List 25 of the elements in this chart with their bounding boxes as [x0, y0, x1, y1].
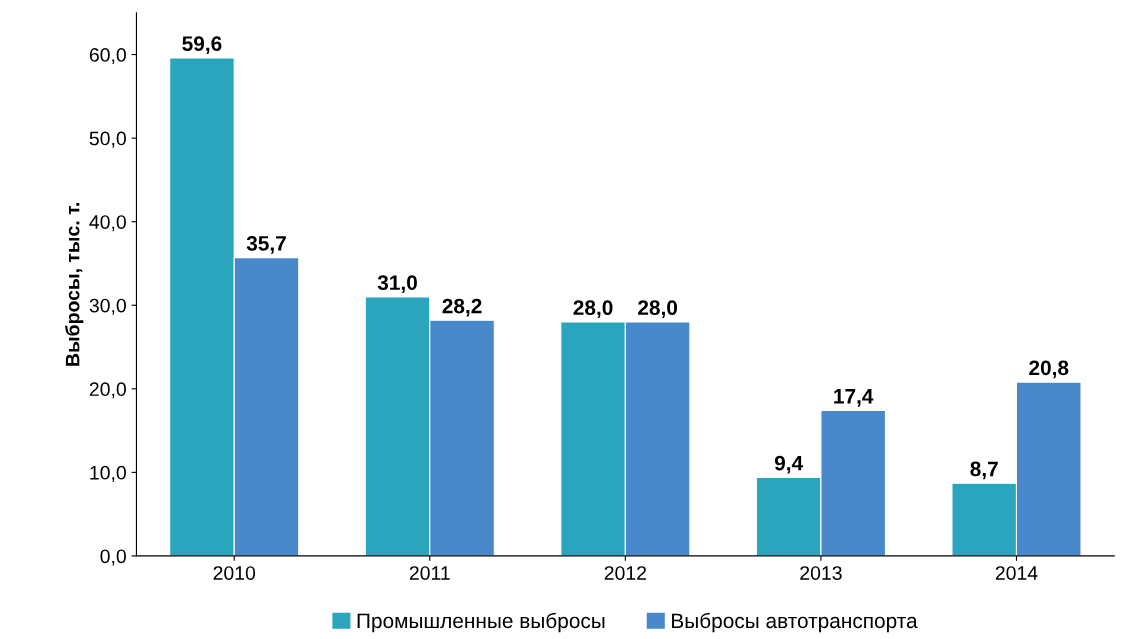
legend-label: Выбросы автотранспорта: [672, 612, 918, 633]
data-label: 59,6: [182, 36, 222, 55]
data-label: 17,4: [834, 389, 874, 407]
y-tick-label: 50,0: [89, 131, 126, 148]
y-tick-label: 30,0: [89, 298, 126, 315]
x-tick-label: 2010: [213, 566, 256, 580]
data-label: 28,0: [573, 300, 613, 319]
data-label: 31,0: [377, 275, 417, 294]
data-label: 8,7: [970, 461, 998, 480]
y-tick-label: 10,0: [90, 465, 126, 482]
x-tick-label: 2014: [995, 566, 1038, 580]
data-label: 28,2: [442, 298, 482, 317]
y-tick-label: 0,0: [100, 549, 126, 566]
x-tick-label: 2013: [800, 566, 842, 580]
legend-label: Промышленные выбросы: [357, 612, 605, 633]
data-label: 9,4: [774, 455, 804, 474]
x-tick-label: 2011: [409, 566, 450, 580]
data-label: 20,8: [1029, 360, 1069, 379]
y-axis-title: Выбросы, тыс. т.: [65, 203, 84, 366]
y-tick-label: 60,0: [89, 48, 126, 65]
data-label: 35,7: [246, 235, 286, 254]
data-label: 28,0: [638, 300, 678, 319]
y-tick-label: 20,0: [89, 382, 126, 399]
y-tick-label: 40,0: [89, 215, 126, 232]
x-tick-label: 2012: [604, 566, 646, 580]
